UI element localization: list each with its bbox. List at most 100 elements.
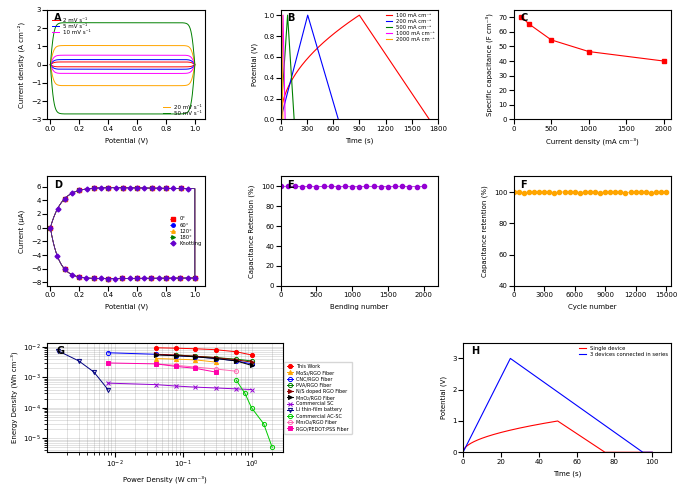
Line: 500 mA cm⁻³: 500 mA cm⁻³ bbox=[281, 15, 294, 119]
10 mV s⁻¹ bbox=[64, 52, 72, 58]
Legend: Single device, 3 devices connected in series: Single device, 3 devices connected in se… bbox=[579, 345, 669, 357]
20 mV s⁻¹ bbox=[46, 62, 54, 68]
Text: A: A bbox=[54, 13, 61, 23]
Single device bbox=[572, 430, 580, 436]
3 devices connected in series bbox=[609, 428, 617, 434]
180° bbox=[104, 275, 113, 281]
2 mV s⁻¹ bbox=[159, 64, 167, 70]
Y-axis label: Capacitance retention (%): Capacitance retention (%) bbox=[482, 185, 488, 277]
Legend: 0°, 60°, 120°, 180°, Knotting: 0°, 60°, 120°, 180°, Knotting bbox=[170, 216, 202, 246]
20 mV s⁻¹ bbox=[115, 83, 123, 88]
2 mV s⁻¹ bbox=[46, 62, 54, 68]
20 mV s⁻¹ bbox=[122, 83, 130, 88]
180° bbox=[76, 187, 84, 193]
120° bbox=[104, 275, 113, 281]
Line: Single device: Single device bbox=[463, 421, 652, 452]
60° bbox=[137, 275, 145, 281]
1000 mA cm⁻³ bbox=[277, 116, 285, 122]
Y-axis label: Specific capacitance (F cm⁻³): Specific capacitance (F cm⁻³) bbox=[485, 13, 493, 116]
10 mV s⁻¹ bbox=[115, 52, 123, 58]
Line: 3 devices connected in series: 3 devices connected in series bbox=[463, 358, 652, 452]
100 mA cm⁻³ bbox=[355, 12, 363, 18]
50 mV s⁻¹ bbox=[85, 111, 94, 117]
10 mV s⁻¹ bbox=[159, 71, 167, 77]
Single device bbox=[459, 449, 467, 455]
Y-axis label: Energy Density (Wh cm⁻³): Energy Density (Wh cm⁻³) bbox=[10, 352, 18, 443]
X-axis label: Cycle number: Cycle number bbox=[568, 304, 617, 310]
60° bbox=[174, 185, 182, 191]
Line: 100 mA cm⁻³: 100 mA cm⁻³ bbox=[281, 15, 429, 119]
0° bbox=[104, 275, 113, 281]
Knotting bbox=[46, 225, 54, 231]
Y-axis label: Current density (A cm⁻²): Current density (A cm⁻²) bbox=[18, 22, 25, 108]
0° bbox=[163, 185, 172, 191]
Text: C: C bbox=[520, 13, 527, 23]
Legend: 20 mV s⁻¹, 50 mV s⁻¹: 20 mV s⁻¹, 50 mV s⁻¹ bbox=[162, 104, 202, 117]
500 mA cm⁻³ bbox=[290, 116, 298, 122]
5 mV s⁻¹ bbox=[122, 66, 130, 72]
Text: E: E bbox=[287, 179, 294, 190]
120° bbox=[110, 185, 118, 191]
2 mV s⁻¹ bbox=[115, 64, 123, 70]
0° bbox=[137, 275, 145, 281]
5 mV s⁻¹ bbox=[115, 57, 123, 63]
Text: F: F bbox=[520, 179, 527, 190]
3 devices connected in series bbox=[506, 355, 515, 361]
0° bbox=[110, 275, 118, 281]
100 mA cm⁻³ bbox=[425, 116, 433, 122]
180° bbox=[104, 275, 113, 281]
60° bbox=[104, 275, 113, 281]
Line: 5 mV s⁻¹: 5 mV s⁻¹ bbox=[50, 60, 195, 69]
X-axis label: Current density (mA cm⁻³): Current density (mA cm⁻³) bbox=[546, 137, 639, 145]
2000 mA cm⁻³ bbox=[279, 116, 287, 122]
Knotting bbox=[104, 275, 113, 281]
200 mA cm⁻³ bbox=[334, 116, 342, 122]
3 devices connected in series bbox=[597, 420, 605, 426]
0° bbox=[76, 187, 84, 193]
100 mA cm⁻³ bbox=[386, 59, 395, 65]
0° bbox=[46, 225, 54, 231]
20 mV s⁻¹ bbox=[167, 83, 176, 88]
2 mV s⁻¹ bbox=[151, 64, 159, 70]
Y-axis label: Current (μA): Current (μA) bbox=[19, 209, 25, 253]
120° bbox=[46, 225, 54, 231]
Line: 50 mV s⁻¹: 50 mV s⁻¹ bbox=[50, 23, 195, 114]
10 mV s⁻¹ bbox=[46, 62, 54, 68]
Text: H: H bbox=[471, 346, 479, 356]
Line: Knotting: Knotting bbox=[49, 186, 197, 280]
10 mV s⁻¹ bbox=[122, 71, 130, 77]
50 mV s⁻¹ bbox=[151, 111, 159, 117]
5 mV s⁻¹ bbox=[167, 66, 176, 72]
5 mV s⁻¹ bbox=[64, 57, 72, 63]
50 mV s⁻¹ bbox=[115, 20, 123, 26]
100 mA cm⁻³ bbox=[328, 32, 336, 38]
200 mA cm⁻³ bbox=[277, 116, 285, 122]
10 mV s⁻¹ bbox=[115, 71, 123, 77]
100 mA cm⁻³ bbox=[374, 39, 382, 45]
Line: 200 mA cm⁻³: 200 mA cm⁻³ bbox=[281, 15, 338, 119]
Line: 10 mV s⁻¹: 10 mV s⁻¹ bbox=[50, 55, 195, 74]
100 mA cm⁻³ bbox=[339, 23, 347, 29]
X-axis label: Potential (V): Potential (V) bbox=[104, 304, 148, 310]
Line: 1000 mA cm⁻³: 1000 mA cm⁻³ bbox=[281, 15, 285, 119]
Single device bbox=[554, 418, 562, 424]
50 mV s⁻¹ bbox=[64, 20, 72, 26]
60° bbox=[163, 185, 172, 191]
20 mV s⁻¹ bbox=[159, 83, 167, 88]
180° bbox=[163, 185, 172, 191]
Knotting bbox=[46, 225, 54, 231]
180° bbox=[137, 275, 145, 281]
Single device bbox=[521, 424, 530, 430]
50 mV s⁻¹ bbox=[115, 111, 123, 117]
50 mV s⁻¹ bbox=[167, 111, 176, 117]
120° bbox=[104, 275, 113, 281]
60° bbox=[104, 275, 113, 281]
10 mV s⁻¹ bbox=[85, 71, 94, 77]
0° bbox=[174, 185, 182, 191]
100 mA cm⁻³ bbox=[277, 116, 285, 122]
5 mV s⁻¹ bbox=[46, 62, 54, 68]
Knotting bbox=[174, 185, 182, 191]
20 mV s⁻¹ bbox=[85, 83, 94, 88]
Text: D: D bbox=[54, 179, 62, 190]
100 mA cm⁻³ bbox=[387, 60, 395, 66]
